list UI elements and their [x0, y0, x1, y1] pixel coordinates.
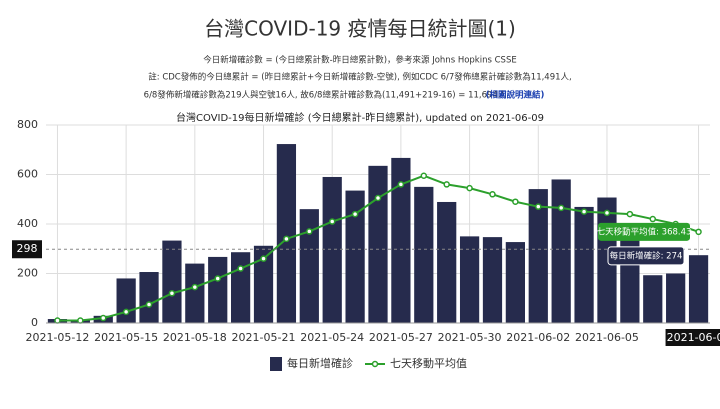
line-marker: [306, 228, 313, 235]
line-marker: [557, 204, 565, 212]
x-tick-label: 2021-05-15: [94, 331, 158, 344]
bar: [208, 256, 228, 323]
tooltip-box: [598, 222, 690, 241]
bar: [482, 237, 503, 323]
x-tick-label: 2021-05-21: [232, 331, 296, 344]
line-marker: [374, 194, 382, 202]
bar: [688, 255, 709, 323]
bar: [574, 206, 594, 323]
line-marker: [77, 317, 84, 324]
line-marker: [191, 283, 199, 291]
line-marker: [283, 235, 290, 243]
tooltip: 每日新增確診: 274: [610, 250, 683, 261]
x-tick-label: 2021-05-30: [438, 331, 502, 344]
bar: [185, 263, 205, 323]
subtitle: 台灣COVID-19每日新增確診 (今日總累計-昨日總累計), updated …: [176, 111, 544, 124]
bar: [459, 236, 480, 323]
bar: [299, 209, 319, 323]
line-marker: [122, 308, 130, 316]
x-tick-label: 2021-05-27: [369, 331, 433, 344]
bar: [368, 165, 388, 323]
line-marker: [168, 290, 176, 297]
bar: [437, 201, 457, 323]
x-tick-label: 2021-06-05: [575, 331, 639, 344]
tooltip-box: [607, 246, 685, 266]
bar: [505, 242, 525, 323]
line-marker: [214, 275, 221, 282]
line-marker: [397, 181, 405, 188]
line-marker: [466, 184, 473, 192]
legend-label: 每日新增確診: [287, 356, 353, 370]
y-tick-label: 200: [17, 267, 38, 280]
x-tick-label: 2021-06-02: [506, 331, 570, 344]
bar: [276, 144, 297, 323]
y-tick-label: 800: [17, 118, 38, 131]
y-tick-label: 400: [17, 217, 38, 230]
bar: [551, 179, 571, 323]
line-marker: [351, 210, 359, 218]
x-tick-label: 2021-06-09: [667, 331, 720, 344]
bar: [162, 240, 182, 323]
legend-label: 七天移動平均值: [390, 356, 467, 370]
bar: [116, 278, 136, 323]
bar: [391, 157, 411, 323]
x-tick-label: 2021-05-12: [25, 331, 89, 344]
x-tick-label: 2021-05-18: [163, 331, 227, 344]
tooltip: 七天移動平均值: 368.43: [597, 226, 692, 237]
line-marker: [420, 172, 428, 179]
chart-title: 台灣COVID-19 疫情每日統計圖(1): [204, 17, 516, 41]
bar: [414, 186, 434, 323]
note: 今日新增確診數 = (今日總累計數-昨日總累計數)，參考來源 Johns Hop…: [203, 55, 516, 66]
line-marker: [489, 191, 496, 198]
line-marker: [237, 265, 244, 272]
bar: [139, 272, 159, 323]
note: 6/8發佈新增確診數為219人與空號16人, 故6/8總累計確診數為(11,49…: [144, 90, 507, 101]
legend-marker: [371, 360, 379, 368]
bar: [253, 245, 274, 323]
line-marker: [260, 255, 267, 262]
line-marker: [443, 181, 450, 188]
bar: [322, 176, 342, 323]
x-tick-label: 2021-05-24: [300, 331, 364, 344]
note: 註: CDC發佈的今日總累計 = (昨日總累計+今日新增確診數-空號), 例如C…: [148, 72, 571, 83]
legend-swatch: [270, 357, 282, 371]
line-marker: [695, 228, 702, 236]
x-highlight-box: [665, 329, 720, 346]
link[interactable]: (相關說明連結): [486, 90, 545, 101]
bar: [231, 252, 251, 323]
line-marker: [328, 218, 336, 225]
crosshair-label: 298: [17, 242, 38, 255]
bar: [345, 190, 365, 323]
bar: [643, 275, 663, 323]
line-marker: [649, 215, 657, 223]
line-marker: [580, 208, 588, 215]
bar: [666, 273, 686, 323]
y-tick-label: 0: [31, 316, 38, 329]
crosshair-box: [12, 240, 42, 259]
line-marker: [145, 301, 153, 308]
line-marker: [512, 198, 519, 205]
line-marker: [535, 203, 542, 210]
line-marker: [626, 210, 634, 218]
line-marker: [54, 317, 61, 324]
y-tick-label: 600: [17, 168, 38, 181]
line-marker: [99, 314, 107, 322]
line-marker: [603, 209, 611, 217]
bar: [528, 189, 548, 323]
